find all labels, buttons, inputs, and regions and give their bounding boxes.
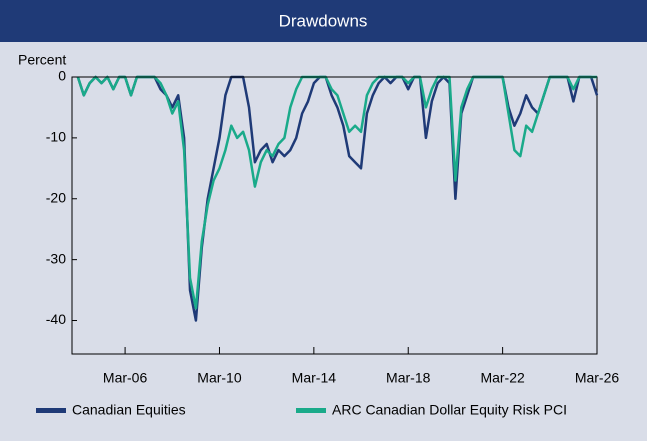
y-tick-label: -40 [46, 311, 66, 327]
legend-swatch [296, 408, 326, 413]
y-axis-label: Percent [18, 52, 66, 68]
chart-title: Drawdowns [279, 11, 368, 30]
x-tick-label: Mar-14 [292, 370, 337, 386]
x-tick-label: Mar-26 [575, 370, 620, 386]
x-tick-label: Mar-22 [480, 370, 525, 386]
y-tick-label: -20 [46, 189, 66, 205]
y-tick-label: -30 [46, 250, 66, 266]
series-line [76, 75, 597, 310]
y-tick-label: 0 [58, 68, 66, 84]
x-tick-label: Mar-06 [103, 370, 148, 386]
title-bar [0, 0, 647, 42]
x-tick-label: Mar-10 [197, 370, 242, 386]
legend-swatch [36, 408, 66, 413]
legend-label: Canadian Equities [72, 402, 186, 418]
x-tick-label: Mar-18 [386, 370, 431, 386]
y-tick-label: -10 [46, 129, 66, 145]
legend-label: ARC Canadian Dollar Equity Risk PCI [332, 402, 567, 418]
